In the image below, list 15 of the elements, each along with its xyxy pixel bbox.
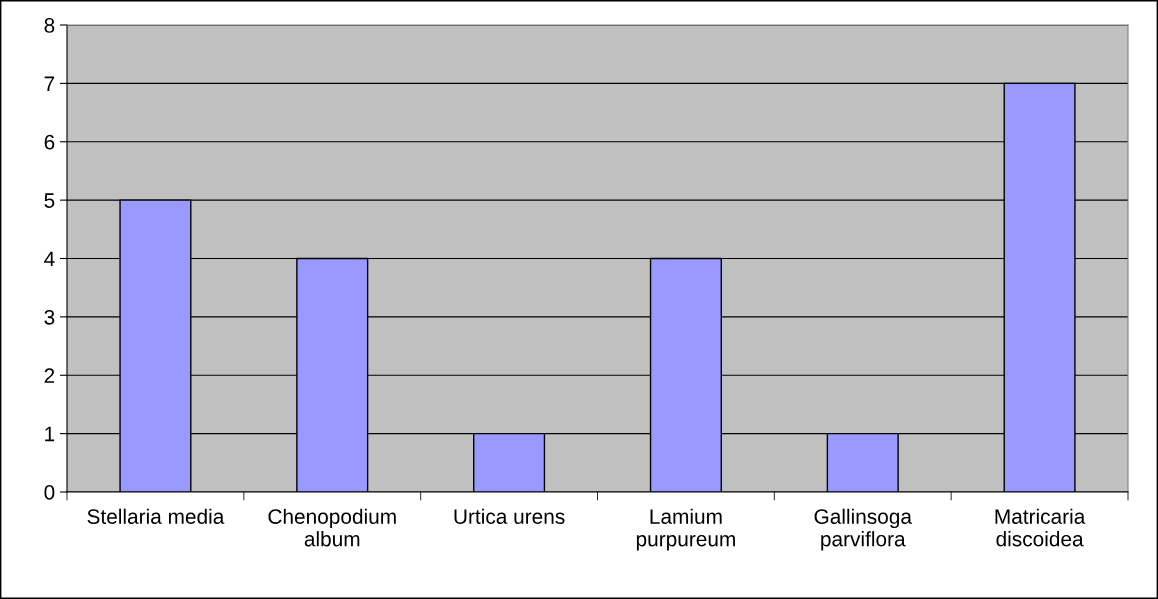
y-tick-label: 3 (44, 309, 55, 325)
y-tick-label: 6 (44, 134, 55, 150)
y-tick-label: 5 (44, 193, 55, 208)
y-tick-label: 4 (44, 251, 55, 267)
x-tick-label: Stellaria media (87, 508, 225, 524)
y-tick-label: 8 (44, 18, 55, 33)
x-tick-label: Matricaria discoidea (995, 508, 1086, 547)
x-tick-label: Lamium purpureum (636, 508, 735, 551)
y-tick-label: 0 (44, 485, 55, 500)
y-tick-label: 7 (44, 76, 55, 91)
x-tick-label: Urtica urens (454, 508, 565, 524)
y-tick-label: 1 (45, 426, 55, 442)
x-tick-label: Gallinsoga parviflora (814, 508, 912, 551)
y-tick-label: 2 (44, 368, 55, 383)
x-tick-label: Chenopodium album (268, 508, 396, 547)
